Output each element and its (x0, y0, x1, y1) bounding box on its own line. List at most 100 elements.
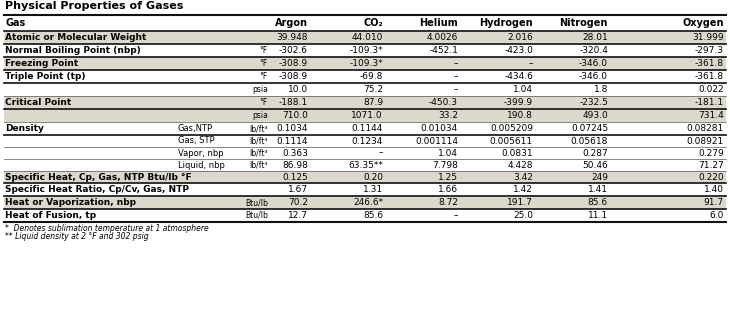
Text: 493.0: 493.0 (583, 111, 608, 120)
Text: Btu/lb: Btu/lb (245, 211, 268, 220)
Text: 11.1: 11.1 (588, 211, 608, 220)
Text: 0.005209: 0.005209 (490, 124, 533, 133)
Text: –: – (453, 85, 458, 94)
Text: 0.001114: 0.001114 (415, 136, 458, 145)
Text: psia: psia (252, 111, 268, 120)
Text: –: – (529, 59, 533, 68)
Text: 1.04: 1.04 (438, 148, 458, 157)
Text: 0.022: 0.022 (699, 85, 724, 94)
Text: Physical Properties of Gases: Physical Properties of Gases (5, 1, 183, 11)
Text: -434.6: -434.6 (504, 72, 533, 81)
Text: -361.8: -361.8 (695, 59, 724, 68)
Text: °F: °F (260, 98, 268, 107)
Text: °F: °F (260, 46, 268, 55)
Bar (4, 196, 726, 209)
Text: CO₂: CO₂ (364, 18, 383, 28)
Text: Btu/lb: Btu/lb (245, 198, 268, 207)
Text: Gas, STP: Gas, STP (178, 136, 215, 145)
Text: 0.125: 0.125 (283, 172, 308, 181)
Text: ** Liquid density at 2 °F and 302 psig: ** Liquid density at 2 °F and 302 psig (5, 232, 149, 241)
Text: 191.7: 191.7 (507, 198, 533, 207)
Text: 1071.0: 1071.0 (351, 111, 383, 120)
Text: Helium: Helium (419, 18, 458, 28)
Text: 0.08921: 0.08921 (687, 136, 724, 145)
Text: 50.46: 50.46 (583, 161, 608, 170)
Text: -69.8: -69.8 (360, 72, 383, 81)
Text: 0.005611: 0.005611 (490, 136, 533, 145)
Text: Atomic or Molecular Weight: Atomic or Molecular Weight (5, 33, 147, 42)
Text: 25.0: 25.0 (513, 211, 533, 220)
Text: -188.1: -188.1 (279, 98, 308, 107)
Bar (4, 109, 726, 122)
Text: 1.42: 1.42 (513, 185, 533, 194)
Text: Freezing Point: Freezing Point (5, 59, 78, 68)
Text: 63.35**: 63.35** (348, 161, 383, 170)
Text: 0.08281: 0.08281 (687, 124, 724, 133)
Text: 1.31: 1.31 (363, 185, 383, 194)
Text: 0.07245: 0.07245 (571, 124, 608, 133)
Text: -302.6: -302.6 (279, 46, 308, 55)
Text: -181.1: -181.1 (695, 98, 724, 107)
Text: Oxygen: Oxygen (683, 18, 724, 28)
Text: Density: Density (5, 124, 44, 133)
Text: -297.3: -297.3 (695, 46, 724, 55)
Text: Specific Heat, Cp, Gas, NTP Btu/lb °F: Specific Heat, Cp, Gas, NTP Btu/lb °F (5, 172, 191, 181)
Text: 12.7: 12.7 (288, 211, 308, 220)
Text: 1.25: 1.25 (438, 172, 458, 181)
Text: 0.01034: 0.01034 (420, 124, 458, 133)
Text: Critical Point: Critical Point (5, 98, 72, 107)
Text: 1.40: 1.40 (704, 185, 724, 194)
Text: Nitrogen: Nitrogen (560, 18, 608, 28)
Text: -423.0: -423.0 (504, 46, 533, 55)
Text: Normal Boiling Point (nbp): Normal Boiling Point (nbp) (5, 46, 141, 55)
Text: 7.798: 7.798 (432, 161, 458, 170)
Text: 4.428: 4.428 (507, 161, 533, 170)
Text: 0.1114: 0.1114 (277, 136, 308, 145)
Text: 4.0026: 4.0026 (426, 33, 458, 42)
Text: Heat of Fusion, tp: Heat of Fusion, tp (5, 211, 96, 220)
Text: °F: °F (260, 72, 268, 81)
Text: 246.6*: 246.6* (353, 198, 383, 207)
Text: 0.1034: 0.1034 (277, 124, 308, 133)
Text: 0.1144: 0.1144 (352, 124, 383, 133)
Text: 85.6: 85.6 (588, 198, 608, 207)
Text: 0.05618: 0.05618 (571, 136, 608, 145)
Text: -109.3*: -109.3* (350, 59, 383, 68)
Text: 1.04: 1.04 (513, 85, 533, 94)
Text: Specific Heat Ratio, Cp/Cv, Gas, NTP: Specific Heat Ratio, Cp/Cv, Gas, NTP (5, 185, 189, 194)
Bar (4, 171, 726, 183)
Bar (4, 31, 726, 44)
Text: 91.7: 91.7 (704, 198, 724, 207)
Text: Gas,NTP: Gas,NTP (178, 124, 213, 133)
Text: -308.9: -308.9 (279, 72, 308, 81)
Text: 0.0831: 0.0831 (502, 148, 533, 157)
Text: Heat or Vaporization, nbp: Heat or Vaporization, nbp (5, 198, 136, 207)
Text: 33.2: 33.2 (438, 111, 458, 120)
Text: 0.20: 0.20 (363, 172, 383, 181)
Text: -308.9: -308.9 (279, 59, 308, 68)
Text: 0.220: 0.220 (699, 172, 724, 181)
Text: 710.0: 710.0 (282, 111, 308, 120)
Text: 1.8: 1.8 (593, 85, 608, 94)
Text: –: – (453, 211, 458, 220)
Text: 71.27: 71.27 (699, 161, 724, 170)
Text: Gas: Gas (5, 18, 26, 28)
Text: 75.2: 75.2 (363, 85, 383, 94)
Text: 70.2: 70.2 (288, 198, 308, 207)
Text: –: – (378, 148, 383, 157)
Bar (4, 96, 726, 109)
Text: 0.1234: 0.1234 (352, 136, 383, 145)
Text: 28.01: 28.01 (583, 33, 608, 42)
Text: 190.8: 190.8 (507, 111, 533, 120)
Text: lb/ft³: lb/ft³ (250, 136, 268, 145)
Text: 85.6: 85.6 (363, 211, 383, 220)
Text: –: – (453, 59, 458, 68)
Text: 87.9: 87.9 (363, 98, 383, 107)
Text: 1.67: 1.67 (288, 185, 308, 194)
Text: psia: psia (252, 85, 268, 94)
Text: 39.948: 39.948 (277, 33, 308, 42)
Text: -346.0: -346.0 (579, 72, 608, 81)
Text: 0.287: 0.287 (583, 148, 608, 157)
Text: 2.016: 2.016 (507, 33, 533, 42)
Text: 249: 249 (591, 172, 608, 181)
